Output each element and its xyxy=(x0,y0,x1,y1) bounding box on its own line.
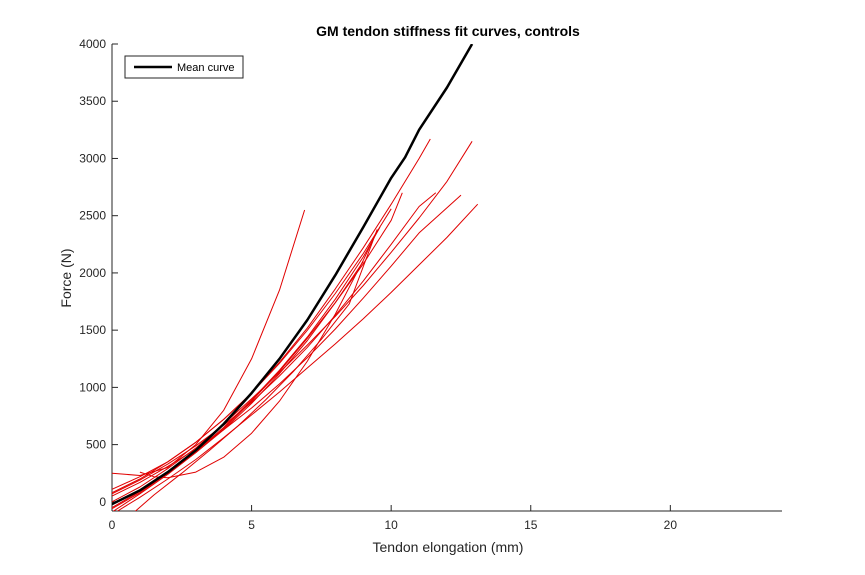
legend: Mean curve xyxy=(124,55,244,79)
y-tick-label: 3000 xyxy=(79,151,106,165)
chart-title: GM tendon stiffness fit curves, controls xyxy=(316,23,580,39)
mean-curve-line xyxy=(112,44,474,506)
individual-fit-curve-12 xyxy=(139,230,378,479)
x-tick-label: 10 xyxy=(384,518,398,532)
individual-fit-curve-8 xyxy=(134,229,378,511)
x-tick-label: 15 xyxy=(524,518,538,532)
y-tick-label: 3500 xyxy=(79,94,106,108)
y-tick-label: 2500 xyxy=(79,209,106,223)
y-tick-label: 1500 xyxy=(79,323,106,337)
individual-fit-curve-6 xyxy=(112,192,437,495)
x-axis-label: Tendon elongation (mm) xyxy=(373,539,524,555)
y-axis-label: Force (N) xyxy=(58,248,74,307)
y-tick-label: 500 xyxy=(86,438,106,452)
individual-fit-curve-1 xyxy=(112,209,306,476)
curves xyxy=(112,44,479,511)
y-tick-label: 2000 xyxy=(79,266,106,280)
y-tick-label: 0 xyxy=(99,495,106,509)
individual-fit-curve-3 xyxy=(112,141,473,503)
y-tick-label: 1000 xyxy=(79,380,106,394)
individual-fit-curve-7 xyxy=(112,194,462,497)
individual-fit-curve-4 xyxy=(112,192,403,511)
x-tick-label: 5 xyxy=(248,518,255,532)
individual-fit-curve-5 xyxy=(117,203,479,511)
y-tick-label: 4000 xyxy=(79,37,106,51)
axes: 0 5 10 15 20 0 500 1000 1500 2000 2500 3000 3500 4000 xyxy=(79,37,782,532)
legend-box xyxy=(124,55,244,79)
x-tick-label: 20 xyxy=(664,518,678,532)
legend-label-mean-curve: Mean curve xyxy=(177,62,234,74)
x-tick-label: 0 xyxy=(109,518,116,532)
